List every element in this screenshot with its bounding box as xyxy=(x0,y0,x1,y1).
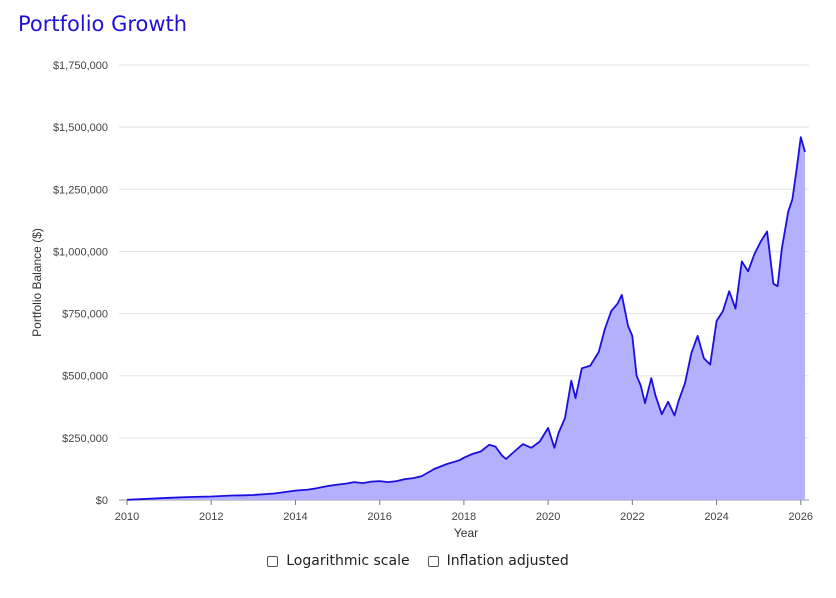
x-tick-label: 2012 xyxy=(199,511,223,523)
y-tick-label: $1,250,000 xyxy=(53,184,108,196)
chart-title: Portfolio Growth xyxy=(18,12,188,36)
y-tick-label: $0 xyxy=(96,495,108,507)
chart-controls: Logarithmic scale Inflation adjusted xyxy=(0,553,836,569)
inflation-toggle[interactable]: Inflation adjusted xyxy=(427,553,569,569)
y-tick-label: $1,000,000 xyxy=(53,246,108,258)
series-area-fill xyxy=(127,137,805,500)
x-tick-label: 2010 xyxy=(115,511,139,523)
x-tick-label: 2024 xyxy=(704,511,728,523)
portfolio-growth-chart: $0 $250,000 $500,000 $750,000 $1,000,000 $1,2… xyxy=(30,60,813,540)
inflation-checkbox[interactable] xyxy=(427,555,439,567)
x-axis-ticks: 2010 2012 2014 2016 2018 2020 2022 2024 2026 xyxy=(115,500,813,523)
y-tick-label: $1,500,000 xyxy=(53,122,108,134)
x-axis-label: Year xyxy=(454,526,478,540)
x-tick-label: 2018 xyxy=(452,511,476,523)
y-tick-label: $500,000 xyxy=(62,371,108,383)
series-line xyxy=(126,136,806,501)
inflation-label: Inflation adjusted xyxy=(446,553,569,569)
y-axis-label: Portfolio Balance ($) xyxy=(30,228,44,337)
y-tick-label: $750,000 xyxy=(62,309,108,321)
log-scale-label: Logarithmic scale xyxy=(286,553,410,569)
x-tick-label: 2020 xyxy=(536,511,560,523)
x-tick-label: 2014 xyxy=(283,511,307,523)
y-axis-ticks: $0 $250,000 $500,000 $750,000 $1,000,000 $1,2… xyxy=(53,60,108,507)
x-tick-label: 2016 xyxy=(367,511,391,523)
series-area xyxy=(126,136,806,501)
x-tick-label: 2026 xyxy=(789,511,813,523)
x-tick-label: 2022 xyxy=(620,511,644,523)
log-scale-checkbox[interactable] xyxy=(267,555,279,567)
y-tick-label: $1,750,000 xyxy=(53,60,108,72)
y-tick-label: $250,000 xyxy=(62,433,108,445)
log-scale-toggle[interactable]: Logarithmic scale xyxy=(267,553,410,569)
